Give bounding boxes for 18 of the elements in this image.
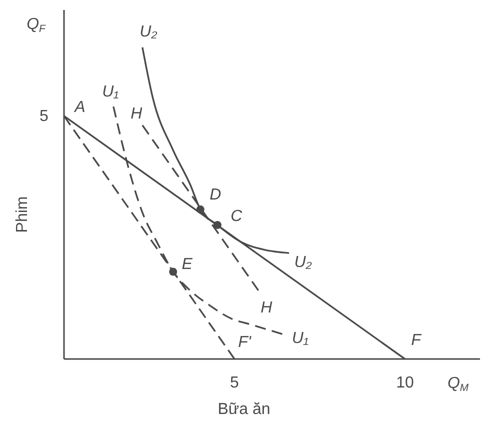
annotation: H — [130, 104, 143, 122]
annotation: U₂ — [140, 22, 158, 40]
annotation: F' — [238, 334, 252, 350]
text: Q$_{M}$ — [447, 374, 469, 394]
annotation: F — [411, 332, 422, 348]
annotation: 5 — [40, 107, 49, 124]
x-tick-label: 10 — [396, 374, 414, 392]
annotation: U₂ — [294, 254, 312, 271]
annotation: C — [230, 208, 243, 225]
annotation: U₁ — [292, 330, 309, 347]
annotation: H — [260, 298, 273, 316]
annotation: E — [182, 255, 193, 272]
annotation: A — [74, 98, 86, 116]
y-axis-title: Phim — [14, 196, 30, 233]
text: Q$_{F}$ — [26, 16, 46, 35]
x-axis-title: Bữa ăn — [218, 400, 270, 418]
annotation: D — [210, 186, 222, 203]
annotation: U₁ — [102, 83, 119, 100]
